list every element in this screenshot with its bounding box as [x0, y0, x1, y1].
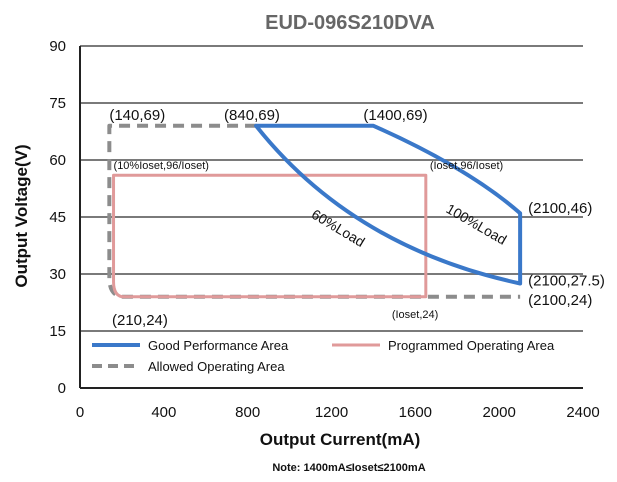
annotation-label: (1400,69) [363, 107, 427, 124]
y-tick-label: 0 [58, 380, 66, 397]
annotation-label: (Ioset,24) [392, 309, 438, 321]
series-layer [107, 123, 523, 299]
y-tick-label: 90 [49, 38, 66, 55]
series-good-performance-area [254, 123, 523, 286]
annotation-label: (Ioset,96/Ioset) [430, 160, 503, 172]
y-tick-label: 30 [49, 266, 66, 283]
x-tick-label: 2400 [566, 404, 599, 421]
annotation-label: (2100,24) [528, 292, 592, 309]
y-tick-label: 75 [49, 95, 66, 112]
curve-label: 100%Load [444, 200, 510, 247]
x-tick-label: 1200 [315, 404, 348, 421]
y-tick-label: 15 [49, 323, 66, 340]
legend-label: Good Performance Area [148, 338, 289, 353]
y-axis-title: Output Voltage(V) [12, 144, 31, 287]
series-programmed-operating-area [112, 173, 428, 299]
chart-note: Note: 1400mA≤Ioset≤2100mA [272, 462, 425, 474]
tick-labels: 0 15 30 45 60 75 90 0 400 800 1200 1600 2000 2400 [49, 38, 599, 421]
chart-title: EUD-096S210DVA [265, 12, 435, 34]
x-tick-label: 0 [76, 404, 84, 421]
grid [79, 45, 583, 389]
legend-label: Allowed Operating Area [148, 359, 285, 374]
annotation-label: (210,24) [112, 312, 168, 329]
legend-label: Programmed Operating Area [388, 338, 555, 353]
annotation-label: (140,69) [109, 107, 165, 124]
x-tick-label: 2000 [482, 404, 515, 421]
y-tick-label: 45 [49, 209, 66, 226]
x-tick-label: 400 [151, 404, 176, 421]
annotation-label: (10%Ioset,96/Ioset) [114, 160, 209, 172]
x-tick-label: 800 [235, 404, 260, 421]
annotation-label: (2100,27.5) [528, 273, 605, 290]
annotation-label: (840,69) [224, 107, 280, 124]
x-tick-label: 1600 [399, 404, 432, 421]
annotation-label: (2100,46) [528, 200, 592, 217]
x-axis-title: Output Current(mA) [260, 430, 421, 449]
y-tick-label: 60 [49, 152, 66, 169]
legend: Good Performance Area Programmed Operatin… [92, 338, 555, 374]
curve-label: 60%Load [309, 206, 368, 250]
